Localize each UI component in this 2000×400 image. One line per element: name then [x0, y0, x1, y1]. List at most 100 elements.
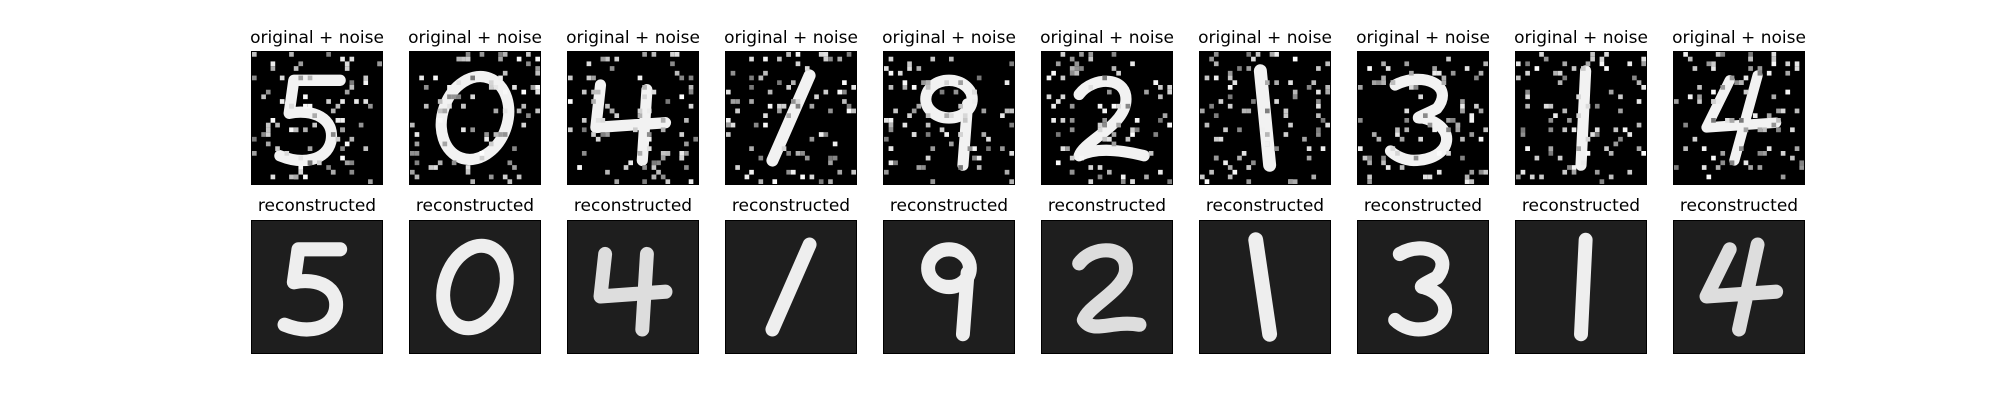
- noise-pixel: [1274, 99, 1279, 104]
- noise-pixel: [1469, 132, 1475, 137]
- noise-pixel: [298, 155, 304, 161]
- noise-pixel: [1590, 52, 1595, 57]
- noise-pixel: [1748, 165, 1753, 170]
- noise-pixel: [726, 89, 731, 95]
- noise-pixel: [591, 75, 596, 81]
- noise-pixel: [507, 179, 513, 184]
- noise-pixel: [465, 165, 471, 170]
- noise-pixel: [1739, 146, 1744, 151]
- noise-pixel: [465, 169, 471, 175]
- noise-pixel: [1116, 122, 1121, 128]
- noise-pixel: [1697, 85, 1702, 90]
- noise-pixel: [1227, 165, 1233, 170]
- noise-pixel: [1757, 66, 1763, 71]
- noise-pixel: [1539, 52, 1544, 57]
- noise-pixel: [414, 141, 420, 147]
- noise-pixel: [656, 169, 661, 175]
- noise-pixel: [1715, 165, 1721, 170]
- noise-pixel: [488, 174, 494, 180]
- noise-pixel: [1446, 127, 1451, 133]
- noise-pixel: [1088, 85, 1094, 90]
- noise-pixel: [581, 151, 587, 156]
- noise-pixel: [502, 174, 508, 180]
- noise-pixel: [1316, 99, 1321, 104]
- noise-pixel: [1167, 179, 1172, 184]
- noise-pixel: [1051, 118, 1056, 123]
- noise-pixel: [1771, 56, 1777, 62]
- noise-pixel: [521, 89, 527, 95]
- noise-pixel: [642, 85, 647, 90]
- noise-pixel: [344, 61, 350, 67]
- noise-pixel: [642, 165, 647, 170]
- noise-pixel: [1385, 165, 1391, 170]
- noise-pixel: [786, 169, 791, 175]
- noise-pixel: [1715, 52, 1721, 57]
- panel-title: reconstructed: [415, 196, 535, 216]
- noise-pixel: [1790, 155, 1795, 161]
- noise-pixel: [1711, 89, 1716, 95]
- noise-pixel: [1525, 61, 1530, 67]
- noise-pixel: [651, 174, 657, 180]
- noise-pixel: [1116, 70, 1121, 76]
- noise-pixel: [1641, 151, 1646, 156]
- noise-pixel: [1460, 99, 1465, 104]
- noise-pixel: [916, 66, 922, 71]
- digit-1-noisy-image: [725, 51, 857, 185]
- noise-pixel: [358, 122, 364, 128]
- digit-4-noisy-image: [567, 51, 699, 185]
- noise-pixel: [735, 99, 740, 104]
- noise-pixel: [1567, 165, 1572, 170]
- noise-pixel: [1237, 66, 1242, 71]
- noise-pixel: [1283, 108, 1289, 114]
- noise-pixel: [312, 122, 317, 128]
- noise-pixel: [888, 146, 894, 151]
- noise-pixel: [1697, 99, 1702, 104]
- noise-pixel: [958, 132, 963, 137]
- noise-pixel: [1478, 108, 1484, 114]
- noise-pixel: [958, 165, 963, 170]
- noise-pixel: [986, 136, 991, 142]
- noise-pixel: [637, 75, 643, 81]
- noise-pixel: [461, 56, 466, 62]
- noise-pixel: [735, 165, 740, 170]
- noise-pixel: [502, 108, 508, 114]
- noise-pixel: [1571, 66, 1577, 71]
- noise-pixel: [1748, 56, 1753, 62]
- noise-pixel: [1325, 89, 1330, 95]
- noise-pixel: [656, 160, 661, 166]
- noise-pixel: [1581, 66, 1586, 71]
- digit-4-reconstructed-image: [567, 220, 699, 354]
- noise-pixel: [1432, 127, 1437, 133]
- noise-pixel: [1576, 146, 1581, 151]
- noise-pixel: [340, 127, 345, 133]
- noise-pixel: [637, 113, 643, 118]
- noise-pixel: [1069, 66, 1075, 71]
- noise-pixel: [442, 141, 448, 147]
- noise-pixel: [349, 160, 355, 166]
- digit-4-noisy-image: [1673, 51, 1805, 185]
- noise-pixel: [735, 108, 740, 114]
- noise-pixel: [1766, 70, 1772, 76]
- noise-pixel: [1720, 151, 1726, 156]
- noise-pixel: [684, 151, 689, 156]
- noise-pixel: [749, 169, 754, 175]
- noise-pixel: [1381, 75, 1386, 81]
- noise-pixel: [958, 80, 963, 85]
- panel-title: original + noise: [1672, 28, 1806, 48]
- noise-pixel: [437, 160, 443, 166]
- noise-pixel: [451, 94, 457, 100]
- noise-pixel: [767, 89, 773, 95]
- noise-pixel: [684, 165, 689, 170]
- noise-pixel: [744, 174, 750, 180]
- noise-pixel: [1539, 174, 1544, 180]
- noise-pixel: [447, 85, 452, 90]
- noise-pixel: [1158, 94, 1163, 100]
- noise-pixel: [265, 141, 271, 147]
- noise-pixel: [800, 151, 805, 156]
- noise-pixel: [674, 70, 680, 76]
- digit-1-noisy-image: [1199, 51, 1331, 185]
- noise-pixel: [1752, 113, 1758, 118]
- noise-pixel: [1107, 89, 1112, 95]
- noise-pixel: [1548, 146, 1554, 151]
- noise-pixel: [1525, 70, 1530, 76]
